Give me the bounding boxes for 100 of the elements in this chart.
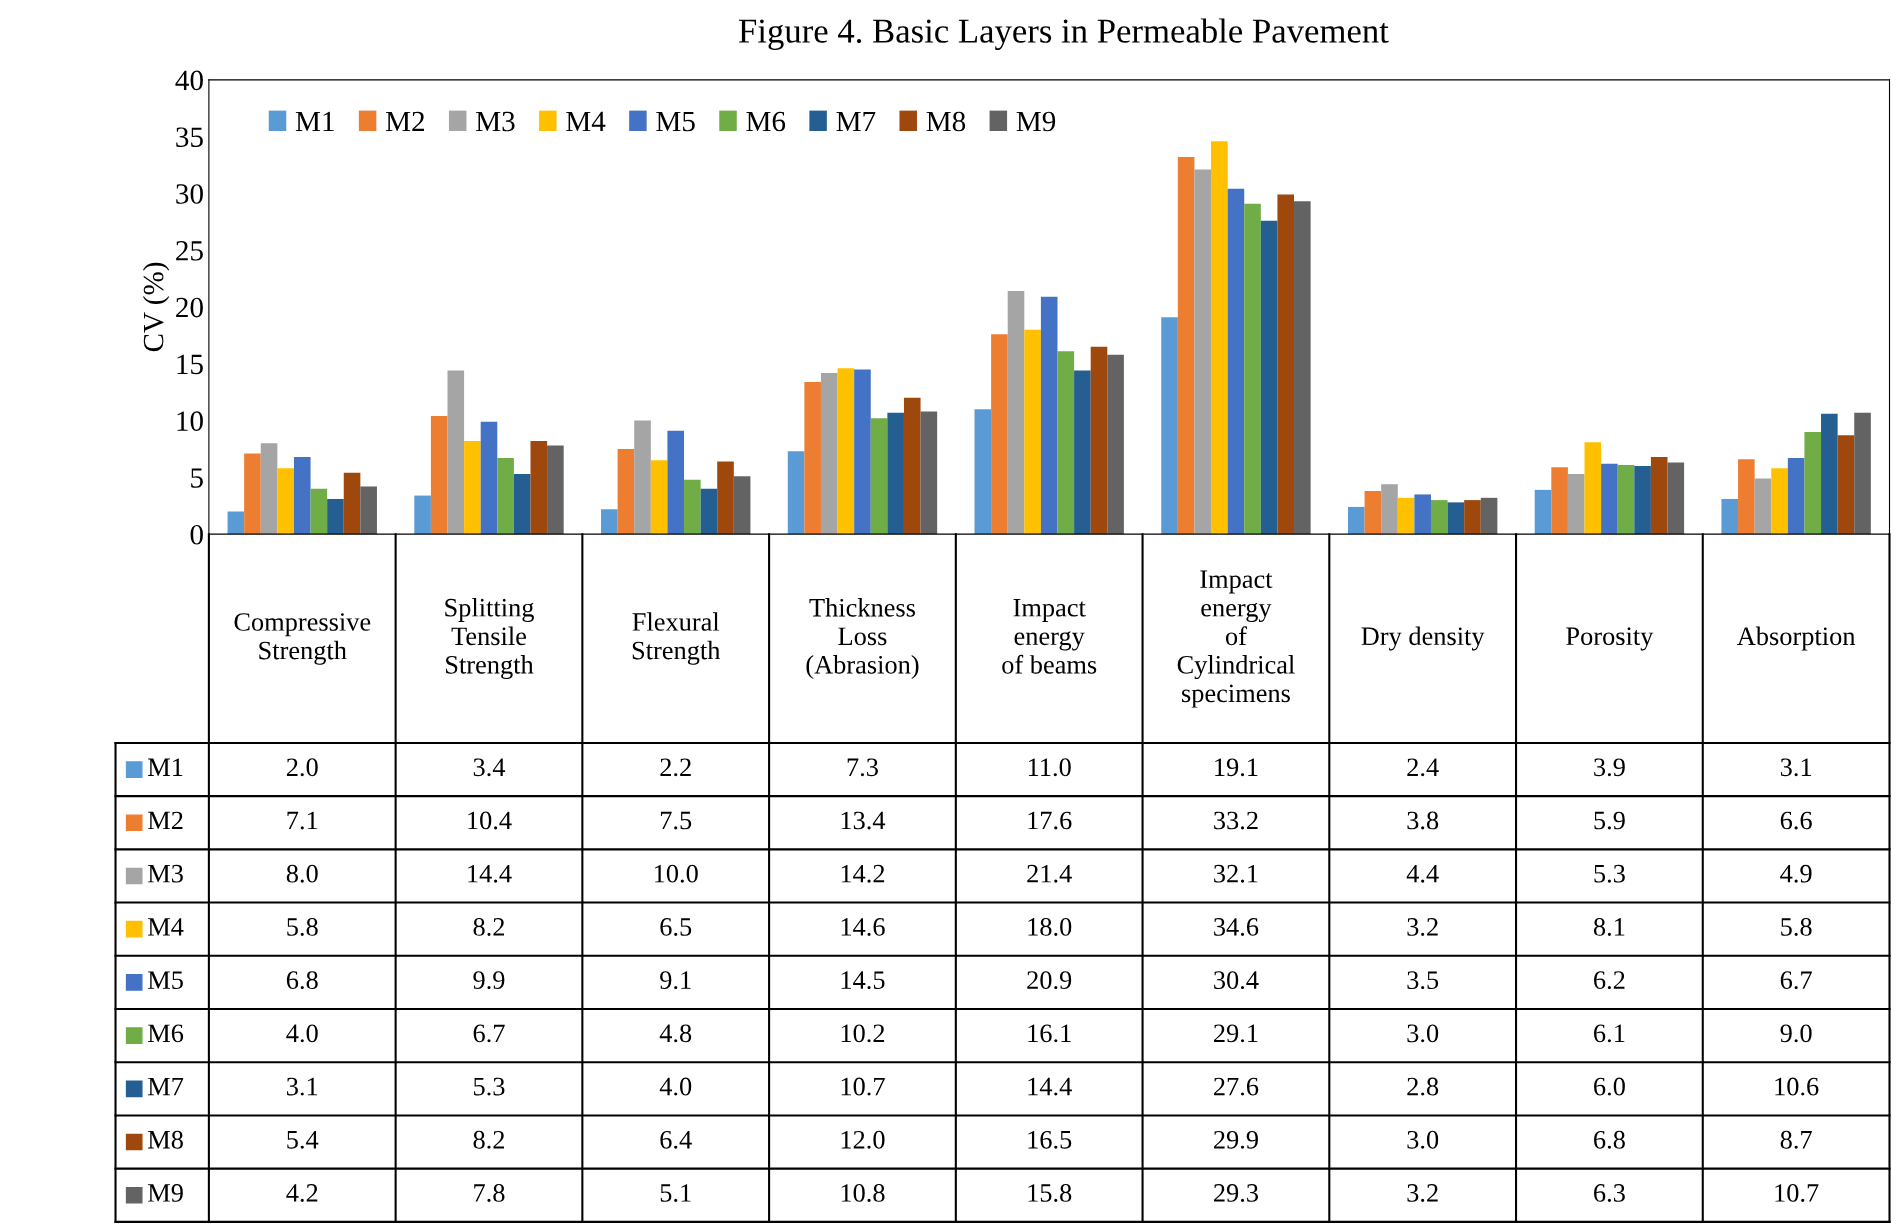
data-label: 27.6 xyxy=(1214,1077,1259,1096)
data-label: 9.1 xyxy=(660,971,691,990)
text: M5 xyxy=(148,971,183,990)
data-label: 15.8 xyxy=(1028,1184,1072,1202)
text: M4 xyxy=(148,918,184,936)
data-label: 5.9 xyxy=(1594,811,1625,830)
bar xyxy=(1634,466,1651,535)
legend-label: M2 xyxy=(385,111,425,132)
data-label: 14.2 xyxy=(841,864,885,883)
legend-label: M1 xyxy=(295,111,334,132)
data-label: 3.0 xyxy=(1407,1130,1439,1149)
data-label: 9.9 xyxy=(473,971,505,990)
data-label: 7.1 xyxy=(287,811,318,830)
data-label: 2.2 xyxy=(660,758,691,777)
bar xyxy=(920,411,938,535)
data-label: 12.0 xyxy=(841,1130,885,1149)
text: M6 xyxy=(148,1024,184,1043)
data-label: 7.8 xyxy=(474,1184,505,1202)
data-label: 30.4 xyxy=(1214,971,1259,990)
legend-label: M9 xyxy=(1016,111,1056,132)
bar xyxy=(1177,157,1195,535)
bar xyxy=(244,453,261,535)
data-label: 6.0 xyxy=(1594,1077,1625,1096)
data-label: 10.7 xyxy=(1775,1184,1819,1202)
data-label: 5.1 xyxy=(660,1184,691,1202)
data-label: 6.7 xyxy=(1780,971,1812,990)
y-tick-label: 25 xyxy=(176,241,203,261)
legend-label: M7 xyxy=(836,111,876,132)
data-label: 4.0 xyxy=(659,1077,692,1096)
data-label: 8.2 xyxy=(473,917,505,936)
bar xyxy=(293,456,311,535)
data-label: 3.8 xyxy=(1407,811,1439,830)
bar xyxy=(1397,497,1415,535)
text: M3 xyxy=(148,864,183,883)
data-label: 8.0 xyxy=(286,864,318,883)
bar xyxy=(1584,442,1602,535)
data-label: 3.2 xyxy=(1407,1184,1438,1202)
bar xyxy=(733,476,751,535)
legend-label: M6 xyxy=(746,111,786,132)
data-label: 13.4 xyxy=(841,811,886,830)
data-label: 29.3 xyxy=(1214,1184,1258,1202)
data-label: 10.4 xyxy=(468,811,512,830)
y-tick-label: 35 xyxy=(176,127,203,148)
data-label: 4.8 xyxy=(659,1024,692,1043)
data-label: 6.2 xyxy=(1594,971,1625,990)
bar xyxy=(601,509,618,535)
data-label: 10.0 xyxy=(654,864,698,883)
text: M2 xyxy=(148,811,183,830)
x-tick-label: Impact energy of Cylindrical specimens xyxy=(1177,570,1295,708)
bar xyxy=(1667,462,1685,535)
text: M1 xyxy=(148,758,183,776)
bar xyxy=(1244,203,1261,535)
bar xyxy=(430,416,448,535)
bar xyxy=(1414,494,1431,535)
data-label: 5.8 xyxy=(1781,917,1812,936)
x-tick-label: Compressive Strength xyxy=(234,613,371,665)
bar xyxy=(360,486,377,535)
bar xyxy=(903,397,921,535)
bar xyxy=(1650,456,1668,535)
bar xyxy=(1754,478,1772,535)
data-label: 10.7 xyxy=(841,1077,885,1096)
text: M9 xyxy=(148,1184,183,1202)
bar xyxy=(1787,458,1805,535)
bar xyxy=(480,421,498,535)
x-tick-label: Thickness Loss (Abrasion) xyxy=(806,598,919,680)
data-label: 29.9 xyxy=(1214,1130,1258,1149)
data-label: 3.1 xyxy=(287,1077,318,1096)
text: M8 xyxy=(148,1130,183,1149)
x-tick-label: Porosity xyxy=(1566,627,1654,651)
x-tick-label: Absorption xyxy=(1737,626,1856,651)
bar xyxy=(1821,413,1838,535)
data-label: 14.5 xyxy=(841,971,885,990)
bar xyxy=(1738,459,1755,535)
bar xyxy=(1161,317,1178,535)
data-label: 16.1 xyxy=(1028,1024,1071,1043)
data-label: 19.1 xyxy=(1215,758,1258,777)
bar xyxy=(804,381,821,535)
bar xyxy=(1007,291,1025,535)
bar xyxy=(1194,169,1212,535)
data-label: 10.6 xyxy=(1775,1077,1819,1096)
bar xyxy=(327,498,344,535)
data-label: 6.1 xyxy=(1594,1024,1625,1043)
bar xyxy=(1277,194,1295,535)
bar xyxy=(1464,500,1481,535)
bar xyxy=(974,409,992,535)
data-label: 2.4 xyxy=(1407,758,1439,777)
data-label: 3.5 xyxy=(1407,971,1439,990)
x-tick-label: Splitting Tensile Strength xyxy=(445,598,534,680)
data-label: 2.0 xyxy=(286,758,318,777)
bar xyxy=(870,418,888,535)
data-label: 4.2 xyxy=(286,1184,318,1202)
bar xyxy=(1347,506,1365,535)
bar xyxy=(1260,220,1278,535)
bar xyxy=(1090,346,1108,535)
data-label: 8.1 xyxy=(1593,917,1625,936)
bar xyxy=(310,488,328,535)
bar xyxy=(513,473,531,535)
legend-label: M5 xyxy=(656,111,695,132)
data-label: 8.2 xyxy=(473,1130,505,1149)
y-tick-label: 15 xyxy=(177,354,203,375)
